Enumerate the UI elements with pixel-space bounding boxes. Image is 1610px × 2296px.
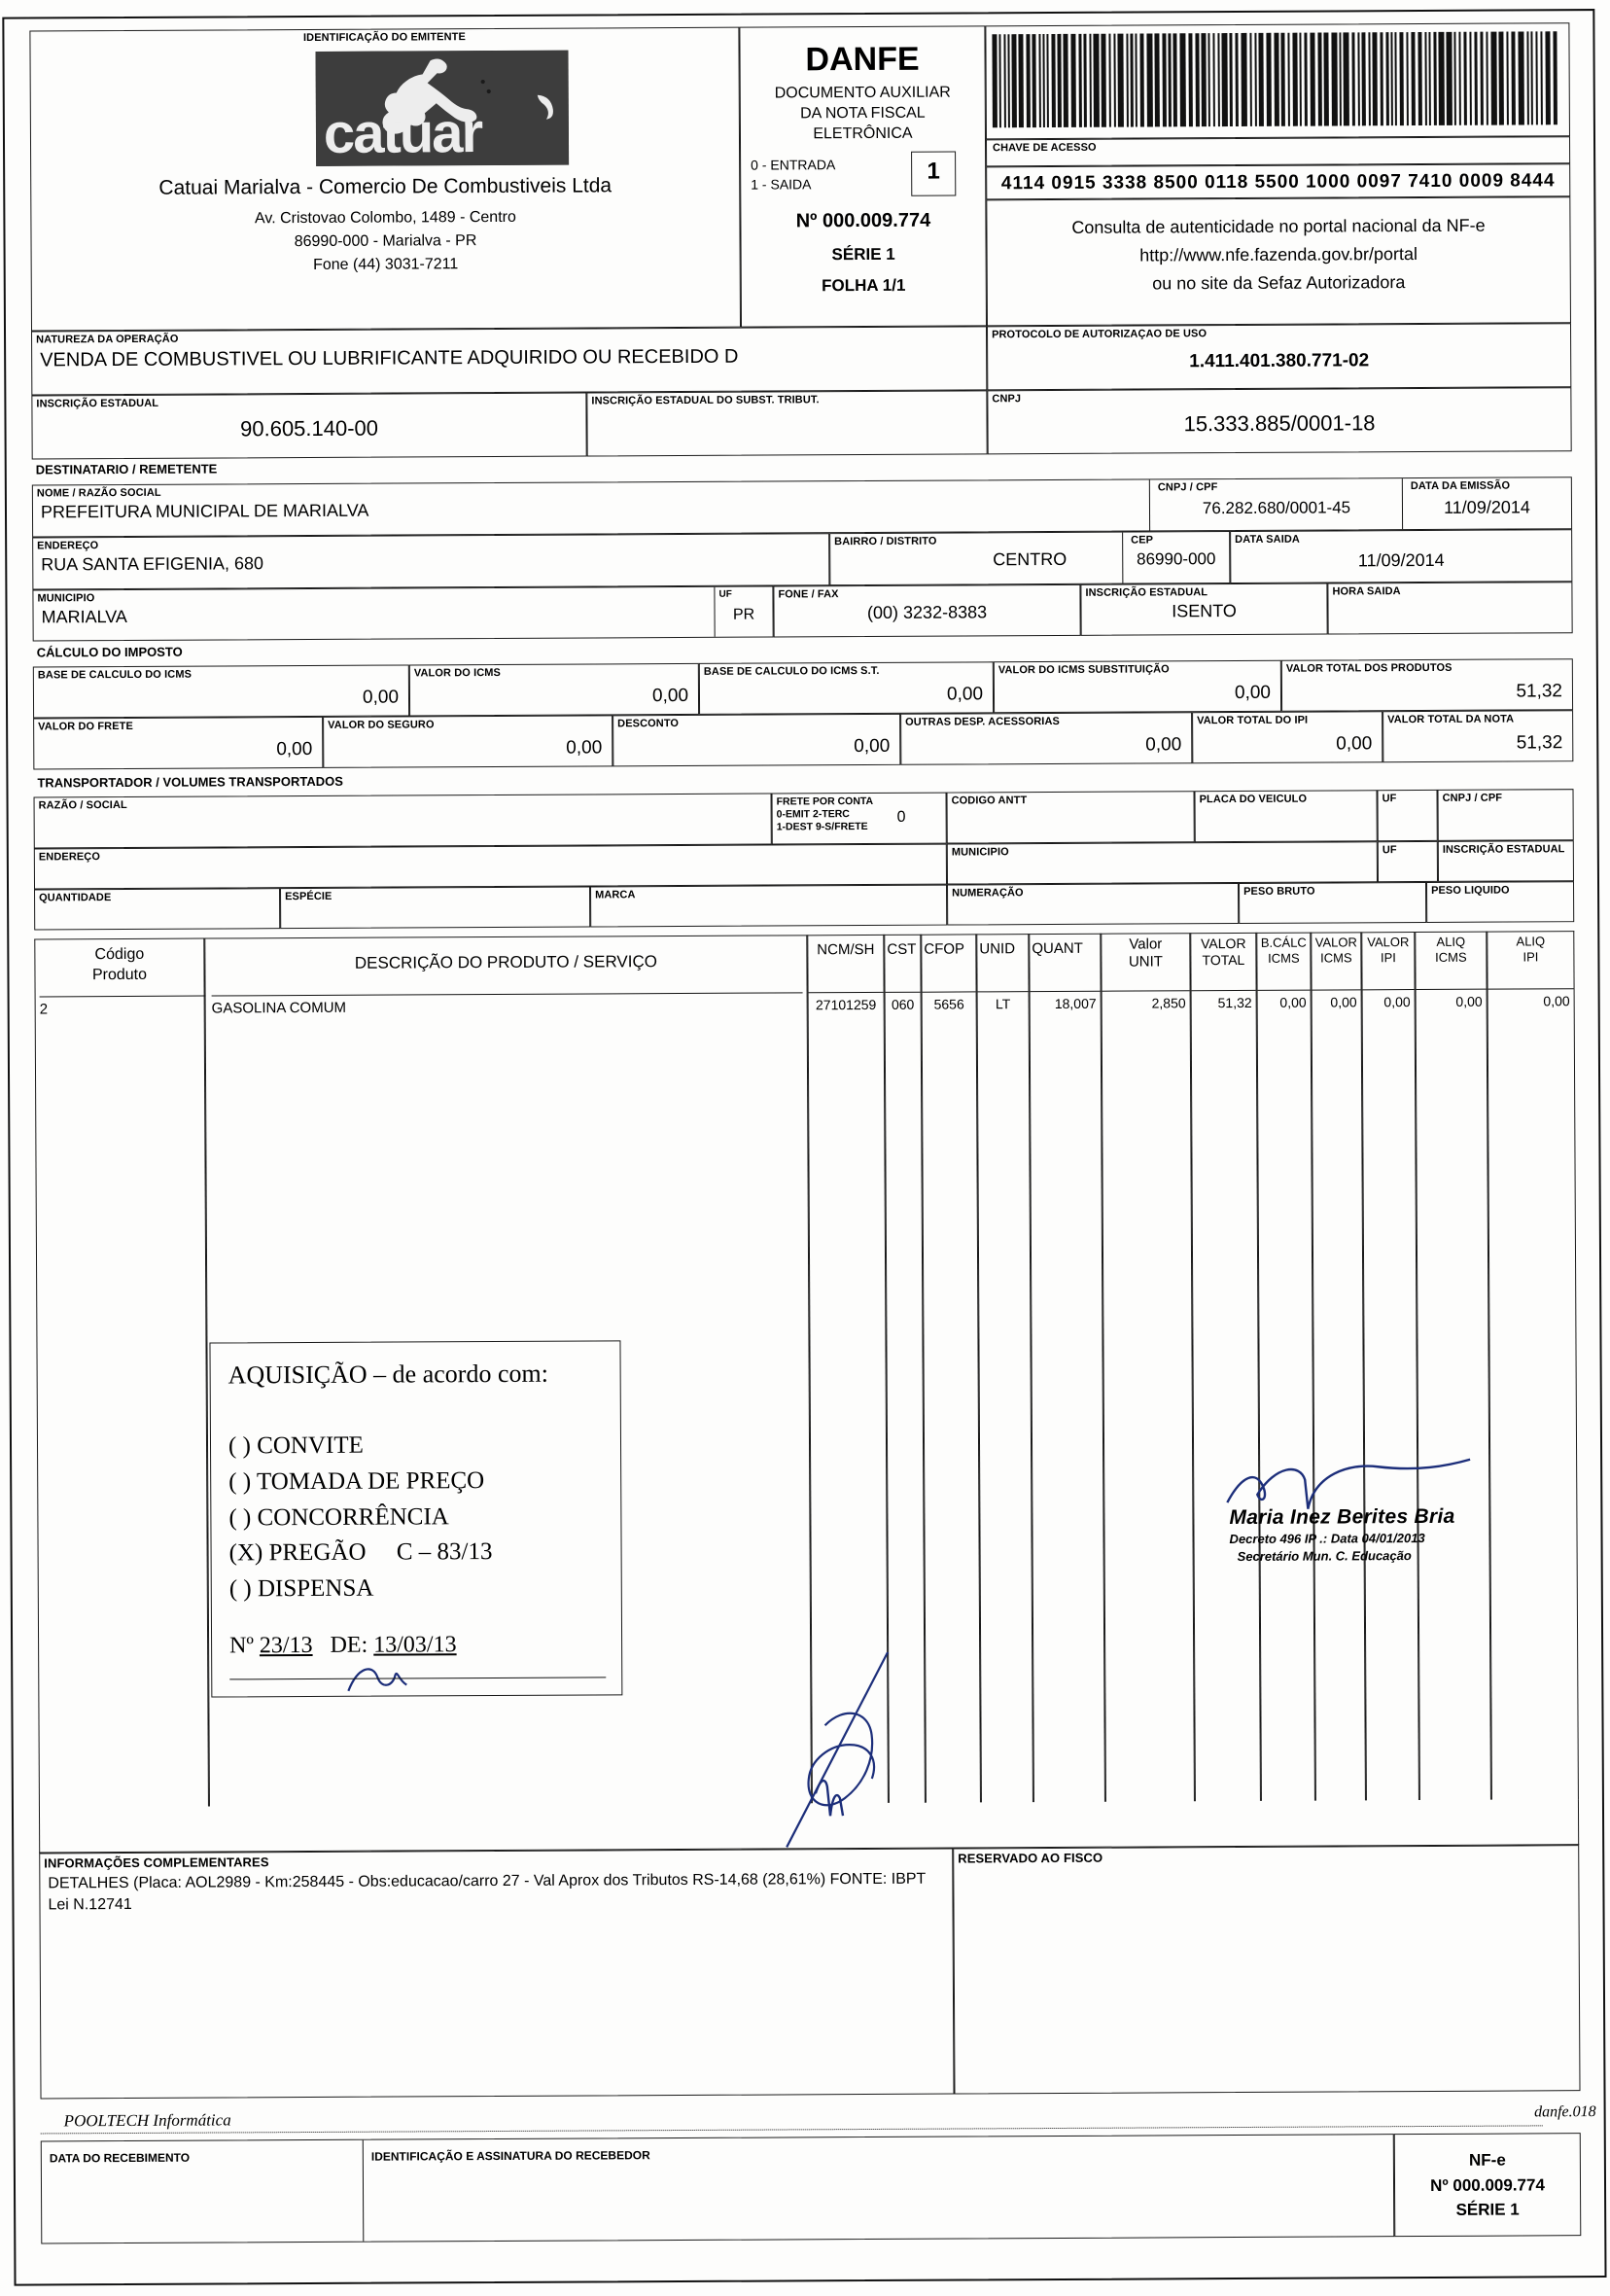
svg-text:catuar: catuar: [324, 101, 483, 165]
